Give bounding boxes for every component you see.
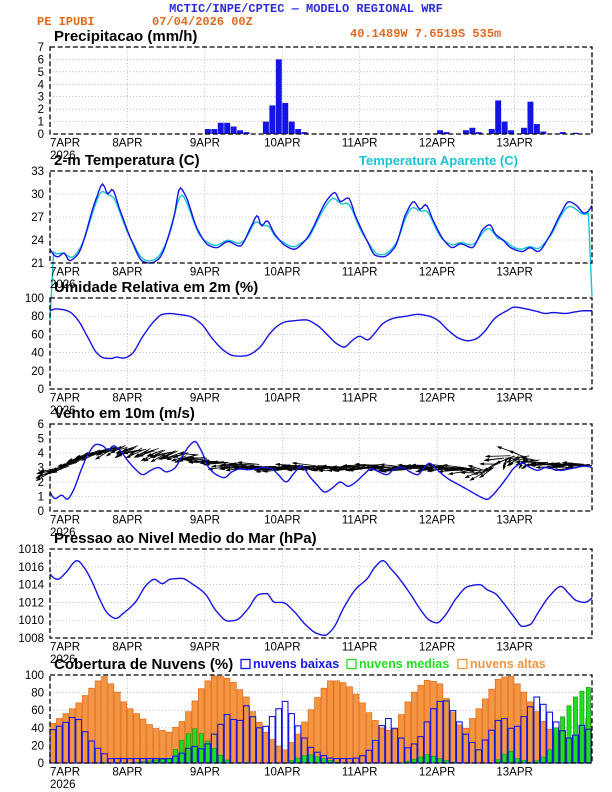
svg-text:8APR: 8APR: [112, 767, 142, 779]
svg-text:13APR: 13APR: [496, 642, 532, 654]
svg-text:40: 40: [31, 723, 44, 735]
svg-text:27: 27: [31, 212, 44, 224]
svg-text:7APR: 7APR: [50, 393, 80, 405]
svg-text:9APR: 9APR: [190, 393, 220, 405]
svg-text:7APR: 7APR: [50, 767, 80, 779]
svg-text:12APR: 12APR: [419, 642, 455, 654]
svg-text:13APR: 13APR: [496, 393, 532, 405]
svg-text:11APR: 11APR: [342, 767, 378, 779]
svg-text:8APR: 8APR: [112, 138, 142, 150]
svg-text:0: 0: [38, 758, 44, 770]
svg-text:10APR: 10APR: [264, 138, 300, 150]
svg-text:1016: 1016: [18, 562, 44, 574]
svg-text:13APR: 13APR: [496, 767, 532, 779]
svg-text:7APR: 7APR: [50, 267, 80, 279]
svg-text:11APR: 11APR: [342, 642, 378, 654]
svg-text:Cobertura de Nuvens (%): Cobertura de Nuvens (%): [54, 656, 233, 673]
svg-text:nuvens baixas: nuvens baixas: [253, 657, 339, 671]
svg-text:10APR: 10APR: [264, 393, 300, 405]
svg-text:60: 60: [31, 329, 44, 341]
svg-text:11APR: 11APR: [342, 515, 378, 527]
svg-text:11APR: 11APR: [342, 138, 378, 150]
svg-text:10APR: 10APR: [264, 515, 300, 527]
svg-text:10APR: 10APR: [264, 267, 300, 279]
svg-text:6: 6: [38, 419, 44, 431]
svg-text:8APR: 8APR: [112, 642, 142, 654]
svg-text:3: 3: [38, 463, 44, 475]
svg-text:0: 0: [38, 384, 44, 396]
svg-text:20: 20: [31, 740, 44, 752]
svg-text:1008: 1008: [18, 633, 44, 645]
svg-text:33: 33: [31, 166, 44, 178]
svg-text:11APR: 11APR: [342, 393, 378, 405]
svg-text:6: 6: [38, 54, 44, 66]
svg-text:1: 1: [38, 117, 44, 129]
svg-text:30: 30: [31, 189, 44, 201]
svg-text:2-m Temperatura (C): 2-m Temperatura (C): [54, 152, 200, 169]
svg-text:10APR: 10APR: [264, 642, 300, 654]
svg-text:21: 21: [31, 258, 44, 270]
svg-text:40: 40: [31, 348, 44, 360]
svg-text:12APR: 12APR: [419, 515, 455, 527]
svg-text:9APR: 9APR: [190, 138, 220, 150]
svg-text:12APR: 12APR: [419, 267, 455, 279]
svg-text:nuvens medias: nuvens medias: [359, 657, 449, 671]
svg-text:1: 1: [38, 492, 44, 504]
svg-text:5: 5: [38, 67, 44, 79]
svg-text:2026: 2026: [50, 527, 76, 539]
svg-text:7APR: 7APR: [50, 642, 80, 654]
svg-text:1012: 1012: [18, 597, 44, 609]
svg-text:12APR: 12APR: [419, 138, 455, 150]
svg-text:0: 0: [38, 129, 44, 141]
svg-text:12APR: 12APR: [419, 393, 455, 405]
svg-text:Pressao ao Nivel Medio do Mar: Pressao ao Nivel Medio do Mar (hPa): [54, 530, 317, 547]
svg-text:80: 80: [31, 688, 44, 700]
svg-text:80: 80: [31, 311, 44, 323]
svg-text:1010: 1010: [18, 615, 44, 627]
svg-text:8APR: 8APR: [112, 393, 142, 405]
svg-text:4: 4: [38, 79, 45, 91]
svg-text:13APR: 13APR: [496, 267, 532, 279]
svg-text:2: 2: [38, 104, 44, 116]
svg-text:3: 3: [38, 92, 44, 104]
svg-text:10APR: 10APR: [264, 767, 300, 779]
svg-text:100: 100: [25, 293, 44, 305]
svg-text:12APR: 12APR: [419, 767, 455, 779]
svg-text:nuvens altas: nuvens altas: [470, 657, 546, 671]
svg-text:7APR: 7APR: [50, 515, 80, 527]
svg-text:11APR: 11APR: [342, 267, 378, 279]
svg-text:8APR: 8APR: [112, 267, 142, 279]
svg-text:24: 24: [31, 235, 44, 247]
svg-text:2: 2: [38, 477, 44, 489]
svg-text:5: 5: [38, 434, 44, 446]
svg-text:0: 0: [38, 506, 44, 518]
svg-text:4: 4: [38, 448, 45, 460]
svg-text:9APR: 9APR: [190, 515, 220, 527]
svg-text:7: 7: [38, 42, 44, 54]
svg-text:Temperatura Aparente (C): Temperatura Aparente (C): [359, 153, 518, 168]
svg-text:2026: 2026: [50, 779, 76, 791]
svg-text:13APR: 13APR: [496, 515, 532, 527]
svg-text:9APR: 9APR: [190, 767, 220, 779]
svg-text:7APR: 7APR: [50, 138, 80, 150]
svg-text:60: 60: [31, 705, 44, 717]
svg-text:Umidade Relativa em 2m (%): Umidade Relativa em 2m (%): [54, 279, 258, 296]
svg-text:9APR: 9APR: [190, 642, 220, 654]
svg-text:20: 20: [31, 366, 44, 378]
svg-text:13APR: 13APR: [496, 138, 532, 150]
svg-text:100: 100: [25, 670, 44, 682]
svg-text:Vento em 10m (m/s): Vento em 10m (m/s): [54, 405, 195, 422]
svg-text:Precipitacao (mm/h): Precipitacao (mm/h): [54, 28, 197, 45]
svg-text:9APR: 9APR: [190, 267, 220, 279]
svg-text:8APR: 8APR: [112, 515, 142, 527]
svg-text:1018: 1018: [18, 544, 44, 556]
svg-text:1014: 1014: [18, 580, 44, 592]
